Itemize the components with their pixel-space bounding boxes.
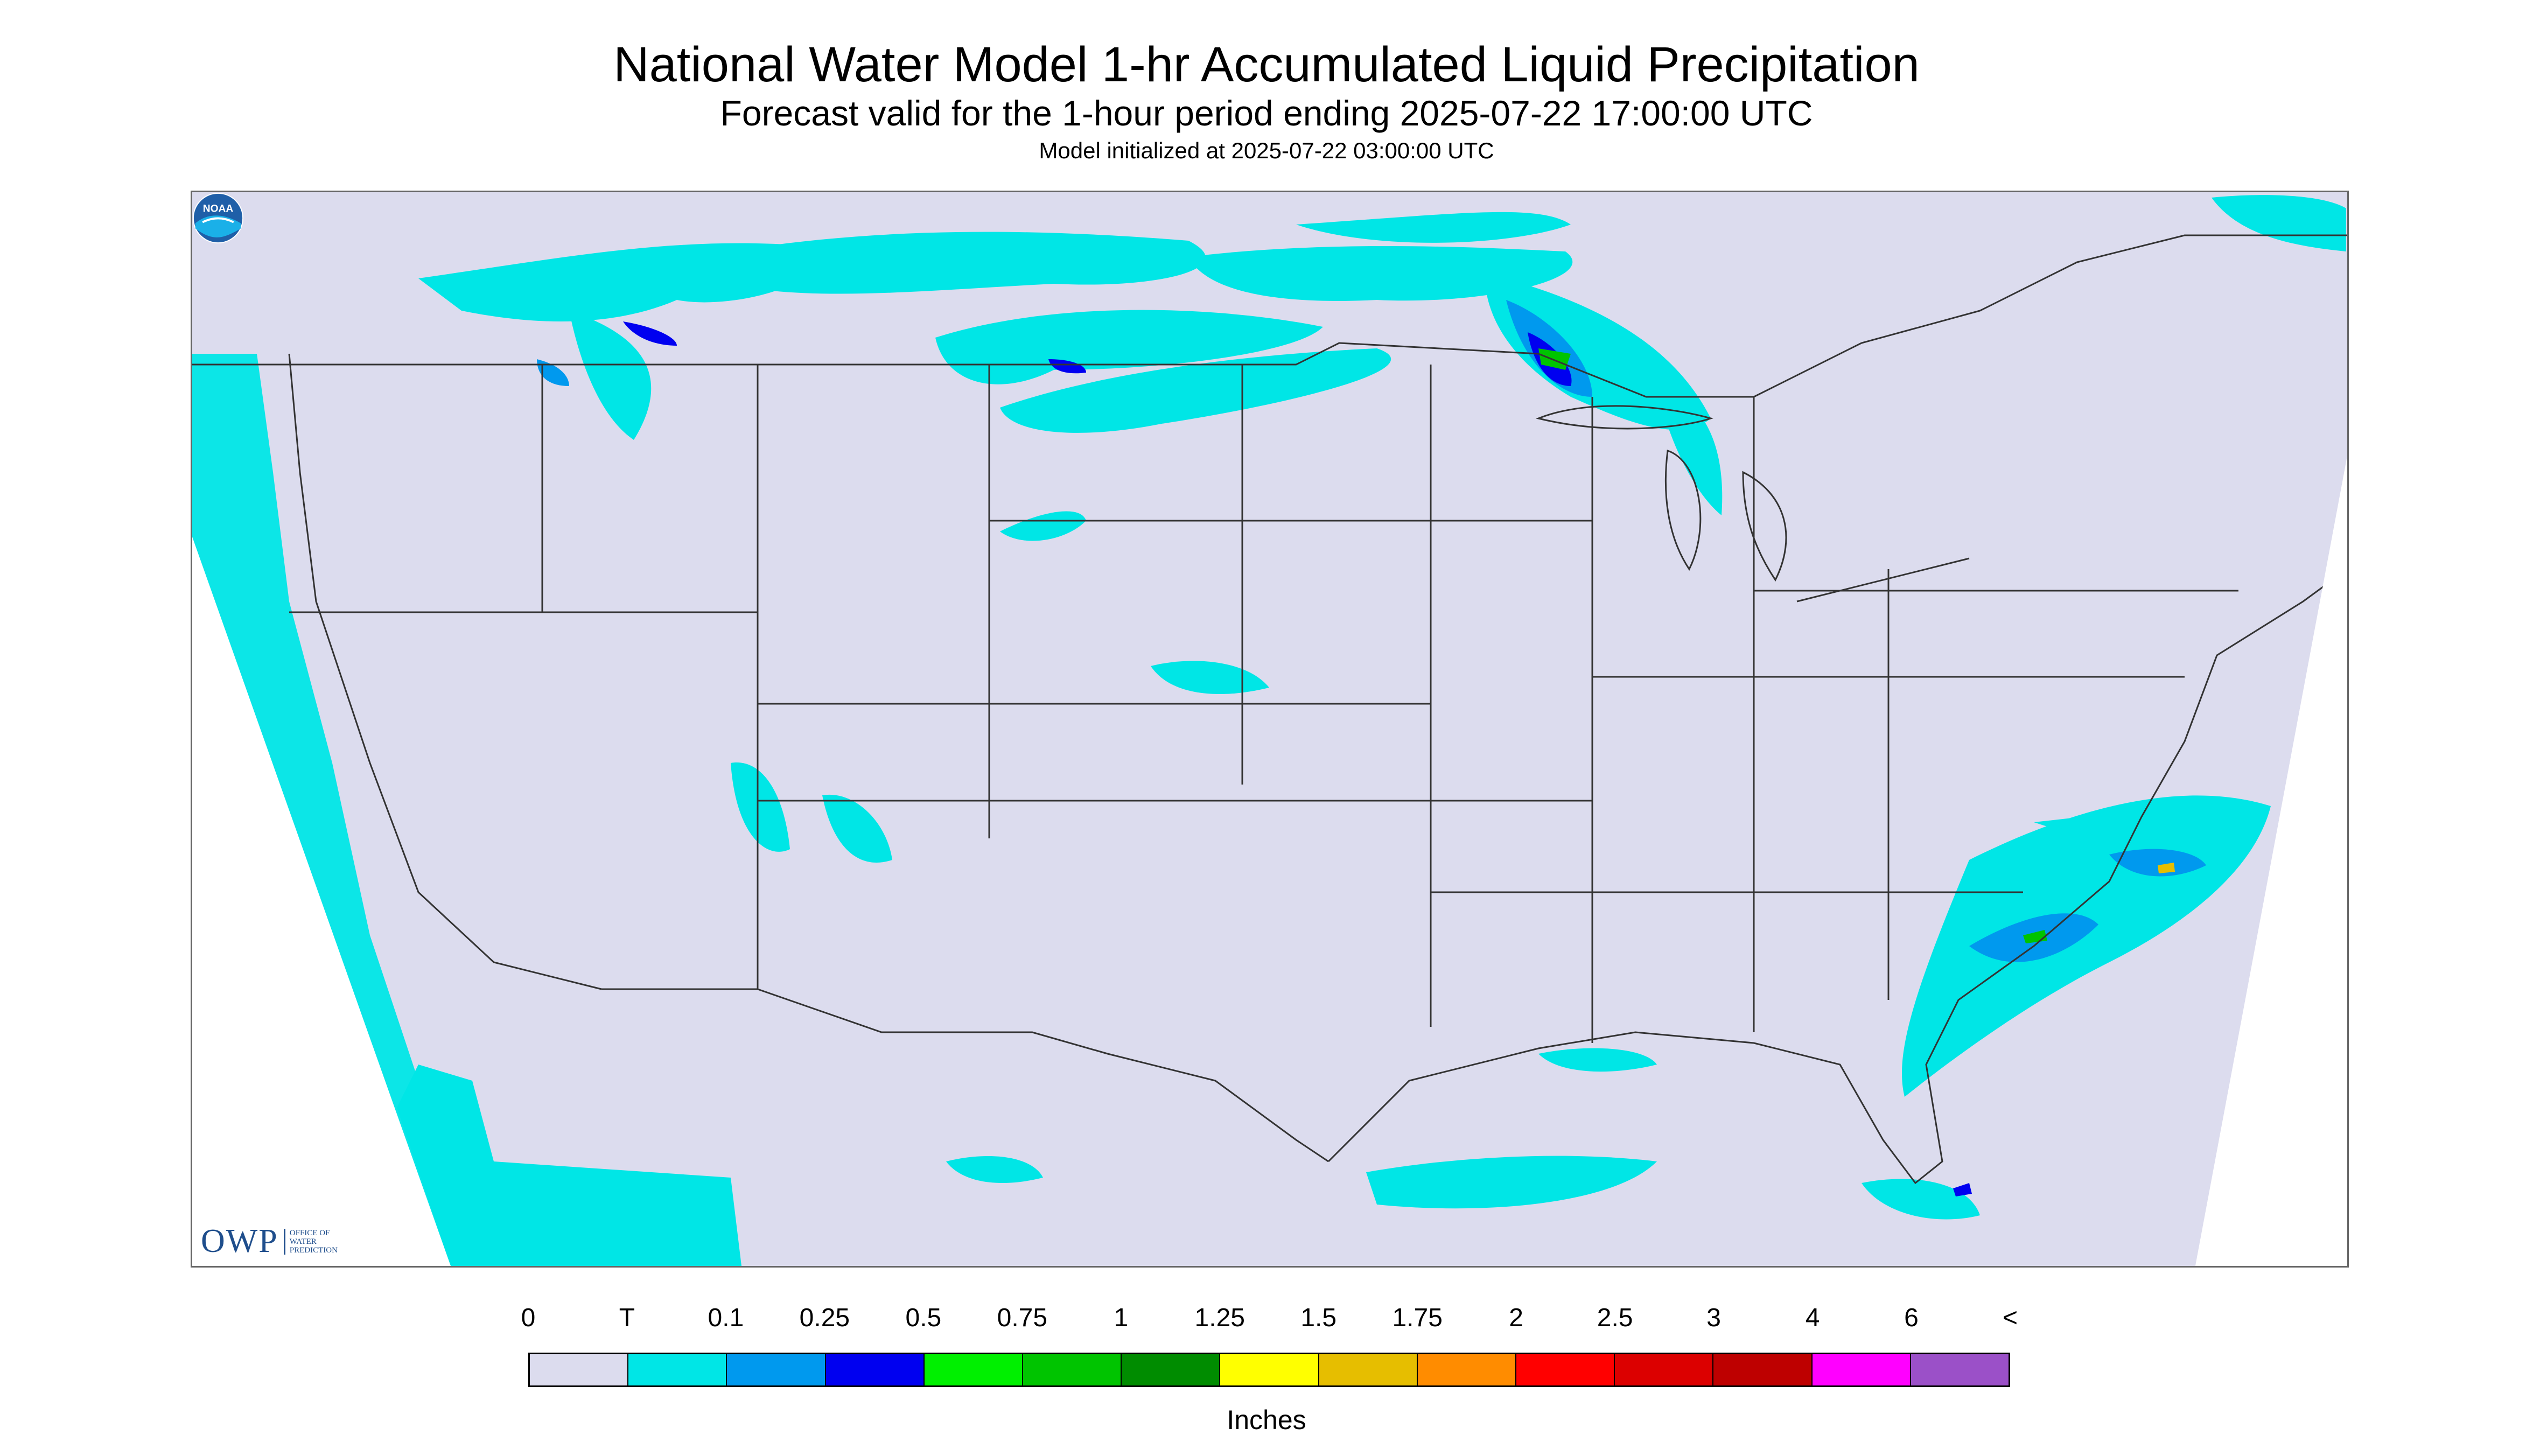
owp-sub-line: PREDICTION — [289, 1245, 338, 1255]
colorbar-tick-label: 0 — [521, 1304, 536, 1332]
colorbar-segment — [1417, 1354, 1517, 1385]
outside-domain-left — [192, 537, 451, 1266]
owp-sub-line: WATER — [289, 1237, 317, 1246]
precipitation-map[interactable]: OWP OFFICE OF WATER PREDICTION NOAA — [191, 191, 2349, 1268]
precip-northern-cores — [537, 300, 1592, 397]
colorbar-segment — [1713, 1354, 1813, 1385]
colorbar-segment — [1319, 1354, 1418, 1385]
colorbar-tick-label: 3 — [1706, 1304, 1721, 1332]
colorbar-tick-label: 2.5 — [1597, 1304, 1633, 1332]
owp-sub-line: OFFICE OF — [289, 1228, 330, 1237]
colorbar-tick-label: 0.75 — [997, 1304, 1048, 1332]
colorbar-tick-label: < — [2002, 1304, 2018, 1332]
colorbar-tick-label: 2 — [1509, 1304, 1524, 1332]
colorbar-tick-label: 0.25 — [799, 1304, 850, 1332]
colorbar-segment — [1023, 1354, 1122, 1385]
colorbar-tick-labels: 0 T 0.1 0.25 0.5 0.75 1 1.25 1.5 1.75 2 2.5 3 4 6 < — [521, 1303, 2018, 1335]
owp-logo-mark: OWP — [201, 1223, 278, 1259]
colorbar-segment — [1812, 1354, 1911, 1385]
colorbar-tick-label: 1.5 — [1300, 1304, 1337, 1332]
colorbar-segment — [924, 1354, 1024, 1385]
noaa-logo: NOAA — [192, 192, 244, 244]
colorbar-tick-label: 4 — [1805, 1304, 1820, 1332]
colorbar-tick-label: 0.5 — [905, 1304, 942, 1332]
colorbar-segment — [727, 1354, 826, 1385]
precip-northern-band — [418, 195, 2346, 541]
colorbar-segment — [1615, 1354, 1714, 1385]
map-subtitle: Forecast valid for the 1-hour period end… — [720, 93, 1813, 133]
colorbar-segment — [1220, 1354, 1319, 1385]
model-domain — [192, 192, 2347, 1266]
map-title: National Water Model 1-hr Accumulated Li… — [613, 37, 1920, 92]
map-canvas — [192, 192, 2347, 1266]
colorbar-segment — [530, 1354, 629, 1385]
outside-domain-right — [2195, 456, 2347, 1266]
colorbar-segment — [1122, 1354, 1221, 1385]
owp-logo: OWP OFFICE OF WATER PREDICTION — [201, 1222, 338, 1261]
colorbar-segment — [1911, 1354, 2009, 1385]
precip-colorbar — [528, 1353, 2010, 1387]
precip-pacific-coast-extra — [397, 1065, 741, 1266]
colorbar-tick-label: 0.1 — [708, 1304, 744, 1332]
colorbar-segment — [1516, 1354, 1615, 1385]
model-init-text: Model initialized at 2025-07-22 03:00:00… — [1039, 138, 1494, 163]
colorbar-tick-label: 1 — [1114, 1304, 1129, 1332]
colorbar-units-label: Inches — [1227, 1405, 1306, 1435]
boundaries — [192, 234, 2347, 1185]
colorbar-tick-label: T — [619, 1304, 635, 1332]
precip-atlantic-cores — [1953, 849, 2206, 1196]
colorbar-tick-label: 1.25 — [1194, 1304, 1245, 1332]
colorbar-segment — [825, 1354, 925, 1385]
owp-logo-subtitle: OFFICE OF WATER PREDICTION — [283, 1228, 338, 1255]
noaa-logo-text: NOAA — [203, 203, 234, 214]
precip-southwest — [731, 661, 1269, 863]
colorbar-tick-label: 6 — [1904, 1304, 1919, 1332]
colorbar-tick-label: 1.75 — [1392, 1304, 1443, 1332]
colorbar-segment — [628, 1354, 727, 1385]
